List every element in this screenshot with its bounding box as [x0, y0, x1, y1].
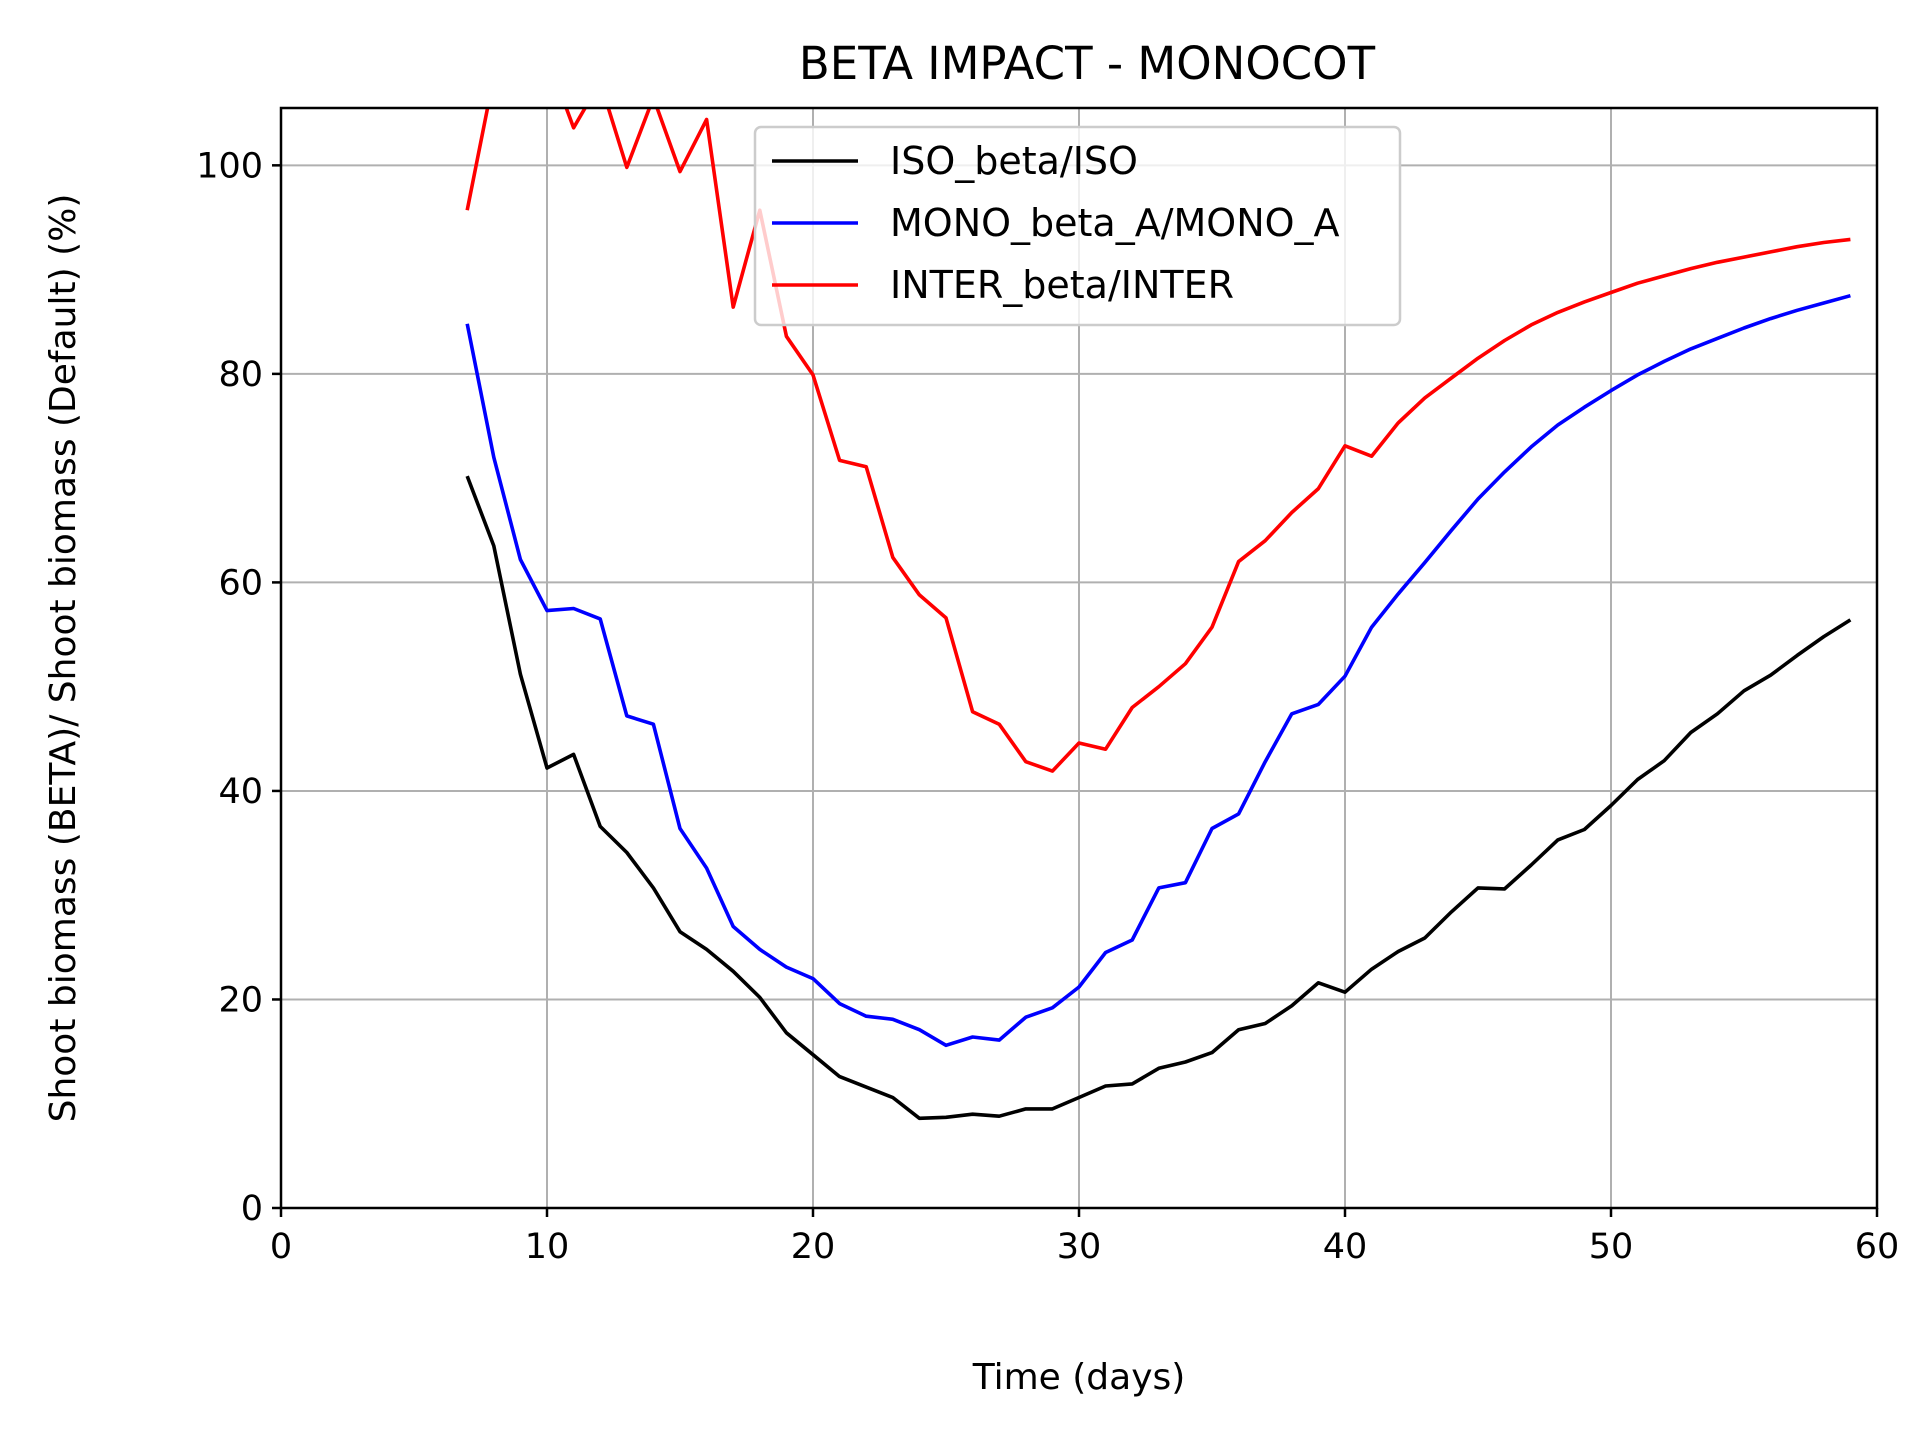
series-line-2 — [465, 293, 1851, 1048]
legend-label: INTER_beta/INTER — [890, 263, 1234, 307]
y-tick-label: 20 — [218, 980, 263, 1020]
y-tick-label: 100 — [196, 146, 263, 186]
axis-ticks: 0 10 20 30 40 50 60 0 20 40 60 80 100 — [196, 146, 1899, 1267]
x-tick-label: 60 — [1855, 1227, 1900, 1267]
y-axis-label: Shoot biomass (BETA)/ Shoot biomass (Def… — [43, 194, 84, 1123]
y-tick-label: 40 — [218, 772, 263, 812]
x-tick-label: 40 — [1323, 1227, 1368, 1267]
y-tick-label: 0 — [241, 1189, 263, 1229]
legend-box — [753, 125, 1402, 327]
chart-title: BETA IMPACT - MONOCOT — [799, 37, 1376, 90]
series-layer — [465, 108, 1852, 1121]
series-line-3 — [465, 108, 1851, 773]
x-tick-label: 10 — [525, 1227, 570, 1267]
series-line-1 — [465, 475, 1852, 1121]
x-axis-label: Time (days) — [972, 1357, 1186, 1398]
legend: ISO_beta/ISO MONO_beta_A/MONO_A INTER_beta… — [753, 125, 1402, 327]
y-tick-label: 80 — [218, 355, 263, 395]
y-tick-label: 60 — [218, 563, 263, 603]
legend-label: MONO_beta_A/MONO_A — [890, 201, 1340, 245]
x-tick-label: 50 — [1589, 1227, 1634, 1267]
legend-label: ISO_beta/ISO — [890, 139, 1138, 183]
x-tick-label: 0 — [270, 1227, 292, 1267]
x-tick-label: 30 — [1057, 1227, 1102, 1267]
x-tick-label: 20 — [791, 1227, 836, 1267]
